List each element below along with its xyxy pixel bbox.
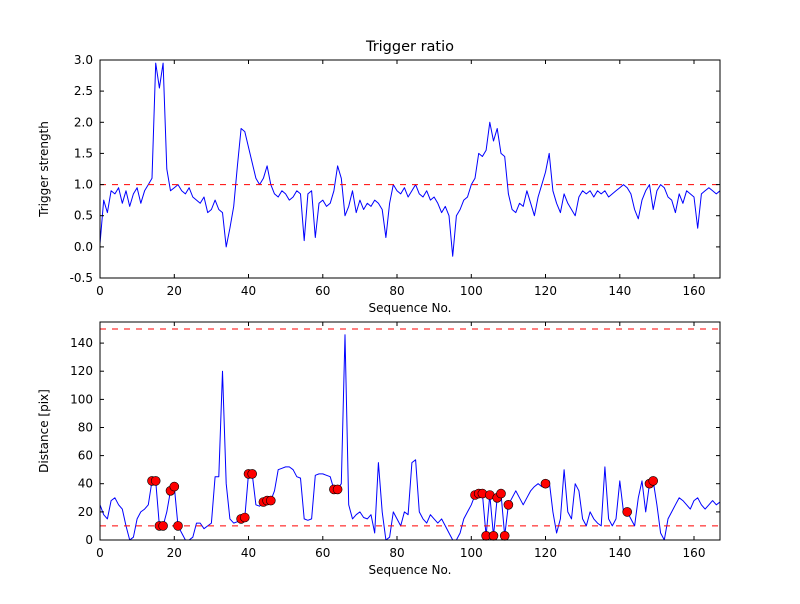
y-axis-label: Trigger strength: [37, 121, 51, 218]
y-tick-label: 140: [70, 336, 93, 350]
y-tick-label: 80: [78, 421, 93, 435]
x-tick-label: 40: [241, 284, 256, 298]
match-marker: [332, 484, 343, 495]
axes-frame: [99, 321, 721, 541]
y-tick-label: 2.5: [74, 84, 93, 98]
y-tick-label: 60: [78, 449, 93, 463]
y-axis-label: Distance [pix]: [37, 389, 51, 473]
x-tick-label: 100: [460, 284, 483, 298]
x-axis-label: Sequence No.: [369, 563, 452, 577]
y-tick-label: 20: [78, 505, 93, 519]
y-tick-label: 1.5: [74, 146, 93, 160]
x-tick-label: 0: [96, 284, 104, 298]
x-axis-label: Sequence No.: [369, 301, 452, 315]
match-marker: [265, 495, 276, 506]
x-tick-label: 60: [315, 284, 330, 298]
match-marker: [169, 481, 180, 492]
match-marker: [540, 478, 551, 489]
x-tick-label: 80: [389, 546, 404, 560]
y-tick-label: 0: [85, 533, 93, 547]
x-tick-label: 120: [534, 546, 557, 560]
x-tick-label: 140: [608, 546, 631, 560]
match-marker: [240, 512, 250, 523]
trigger-ratio-axes: 0 20 40 60 80 100 120 140 160 -0.5 0.0 0.5 1.0 1.5 2.0…: [37, 39, 721, 315]
match-marker: [648, 476, 659, 486]
match-marker: [173, 521, 183, 531]
match-marker: [150, 476, 161, 486]
y-tick-label: 0.0: [74, 240, 93, 254]
distance-axes: 0 20 40 60 80 100 120 140 160 0 20 40 60 80 100 120 140 S…: [37, 321, 721, 577]
y-tick-label: -0.5: [70, 271, 93, 285]
match-marker: [158, 521, 168, 531]
match-marker: [503, 499, 514, 510]
x-tick-label: 80: [389, 284, 404, 298]
y-tick-label: 40: [78, 477, 93, 491]
x-tick-label: 120: [534, 284, 557, 298]
x-tick-label: 0: [96, 546, 104, 560]
y-tick-label: 100: [70, 392, 93, 406]
x-tick-label: 60: [315, 546, 330, 560]
distance-line: [100, 334, 720, 540]
y-tick-label: 0.5: [74, 209, 93, 223]
x-tick-label: 20: [167, 546, 182, 560]
match-marker: [488, 530, 499, 541]
x-tick-label: 20: [167, 284, 182, 298]
x-tick-label: 40: [241, 546, 256, 560]
y-tick-label: 2.0: [74, 115, 93, 129]
x-tick-label: 160: [683, 546, 706, 560]
chart-title: Trigger ratio: [365, 39, 454, 55]
x-tick-label: 100: [460, 546, 483, 560]
trigger-strength-line: [100, 62, 720, 257]
x-tick-label: 160: [683, 284, 706, 298]
match-marker: [247, 469, 257, 479]
x-tick-label: 140: [608, 284, 631, 298]
y-tick-label: 1.0: [74, 178, 93, 192]
axes-frame: [99, 59, 721, 279]
y-tick-label: 3.0: [74, 53, 93, 67]
match-marker: [496, 488, 506, 499]
match-marker: [499, 530, 510, 541]
match-marker: [622, 507, 633, 517]
y-tick-label: 120: [70, 364, 93, 378]
